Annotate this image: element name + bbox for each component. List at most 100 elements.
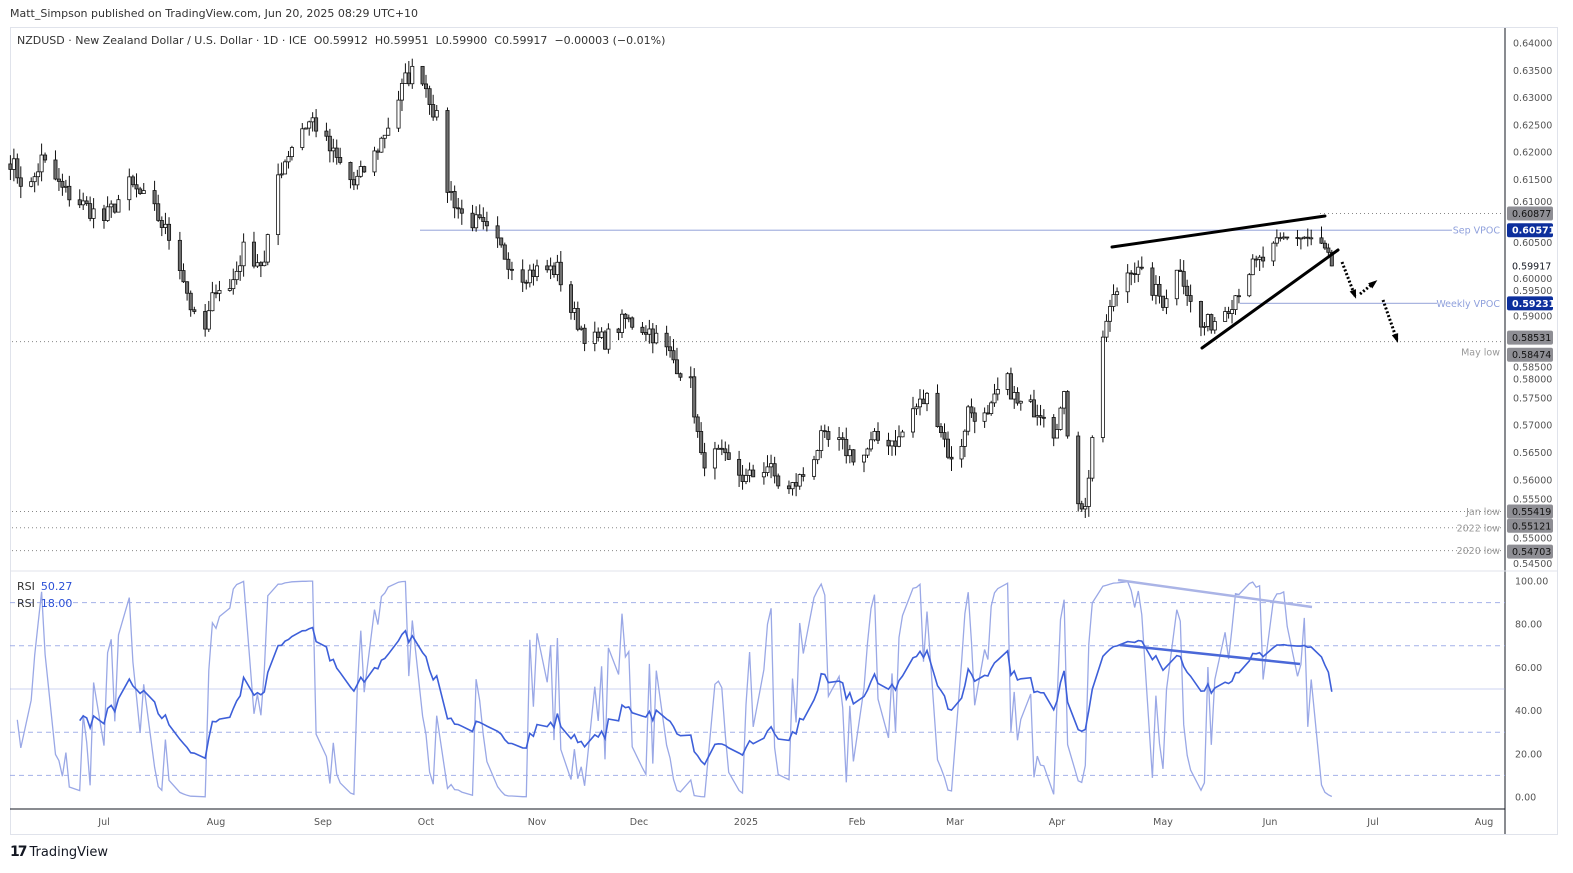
rsi-label: RSI bbox=[17, 597, 35, 610]
candle bbox=[812, 455, 817, 480]
tradingview-logo[interactable]: 17 TradingView bbox=[10, 844, 108, 860]
ohlc-open: O0.59912 bbox=[313, 34, 368, 47]
candle bbox=[203, 304, 208, 337]
candle-body bbox=[206, 310, 211, 330]
candle-body bbox=[509, 268, 514, 271]
candle bbox=[1278, 232, 1283, 242]
time-tick-label: Dec bbox=[630, 817, 648, 828]
candle bbox=[1174, 269, 1179, 306]
candle bbox=[851, 449, 856, 466]
arrowhead-icon bbox=[1349, 289, 1357, 299]
candle-body bbox=[1202, 326, 1207, 328]
candle-body bbox=[1247, 274, 1252, 297]
candle bbox=[1254, 255, 1259, 268]
candle-body bbox=[647, 328, 652, 335]
candle bbox=[616, 327, 621, 341]
price-tick-label: 0.58000 bbox=[1513, 375, 1552, 386]
candle-body bbox=[535, 265, 540, 277]
ohlc-close: C0.59917 bbox=[494, 34, 548, 47]
candle bbox=[1136, 260, 1141, 283]
candle-body bbox=[456, 207, 461, 210]
candle bbox=[862, 454, 867, 473]
candle-body bbox=[558, 261, 563, 286]
candle bbox=[989, 400, 994, 416]
candle bbox=[1230, 299, 1235, 324]
candle bbox=[569, 280, 574, 320]
candle bbox=[650, 323, 655, 354]
candle-body bbox=[1319, 237, 1324, 244]
candle bbox=[837, 426, 842, 451]
candle bbox=[1202, 322, 1207, 336]
candle-body bbox=[251, 241, 256, 267]
candle-body bbox=[1083, 506, 1088, 510]
candle-body bbox=[81, 200, 86, 206]
candle-body bbox=[1285, 236, 1290, 239]
candle bbox=[668, 336, 673, 358]
candle bbox=[420, 65, 425, 87]
candle bbox=[520, 259, 525, 293]
candle-body bbox=[1041, 416, 1046, 419]
rsi-legend-slow[interactable]: RSI 50.27 bbox=[17, 580, 72, 593]
candle-body bbox=[477, 214, 482, 218]
candle-body bbox=[692, 376, 697, 418]
candle-body bbox=[134, 184, 139, 190]
candle-body bbox=[1257, 256, 1262, 260]
candle-body bbox=[914, 406, 919, 410]
candle-body bbox=[949, 456, 954, 460]
candle bbox=[452, 185, 457, 219]
time-tick-label: 2025 bbox=[734, 817, 758, 828]
candle bbox=[1161, 295, 1166, 311]
candle bbox=[81, 192, 86, 211]
rsi-legend-fast[interactable]: RSI 18.00 bbox=[17, 597, 72, 610]
candle-body bbox=[897, 436, 902, 447]
candle bbox=[1185, 279, 1190, 306]
candle bbox=[918, 389, 923, 416]
candle-body bbox=[470, 212, 475, 229]
candle bbox=[327, 128, 332, 163]
price-tick-label: 0.55000 bbox=[1513, 533, 1552, 544]
candle bbox=[969, 398, 974, 418]
candle-body bbox=[327, 135, 332, 152]
candle-body bbox=[1250, 258, 1255, 276]
candle bbox=[844, 427, 849, 464]
publisher-line: Matt_Simpson published on TradingView.co… bbox=[10, 7, 419, 20]
candle bbox=[53, 150, 58, 181]
candle bbox=[262, 250, 267, 267]
candle-body bbox=[362, 166, 367, 173]
candle bbox=[911, 396, 916, 438]
candle-body bbox=[872, 431, 877, 441]
candle bbox=[307, 120, 312, 136]
candle-body bbox=[552, 265, 557, 275]
candle-body bbox=[91, 208, 96, 219]
wedge-lower-trendline bbox=[1200, 248, 1340, 350]
candle-body bbox=[851, 449, 856, 463]
candle bbox=[1031, 389, 1036, 418]
candle bbox=[893, 430, 898, 456]
candle-body bbox=[969, 406, 974, 414]
candle-body bbox=[972, 412, 977, 422]
candle bbox=[185, 281, 190, 301]
candle-body bbox=[127, 176, 132, 201]
candle bbox=[192, 306, 197, 315]
candle bbox=[797, 473, 802, 490]
candle-body bbox=[1125, 272, 1130, 293]
symbol-name[interactable]: NZDUSD · New Zealand Dollar / U.S. Dolla… bbox=[17, 34, 307, 47]
candle bbox=[599, 327, 604, 339]
candle-body bbox=[1274, 237, 1279, 244]
candle bbox=[227, 278, 232, 292]
candle bbox=[1076, 431, 1081, 512]
candle-body bbox=[338, 157, 343, 163]
candle bbox=[286, 150, 291, 169]
candle bbox=[772, 456, 777, 484]
candle-body bbox=[427, 88, 432, 105]
candle bbox=[949, 446, 954, 471]
candle bbox=[620, 309, 625, 339]
candle-body bbox=[623, 313, 628, 319]
price-tick-label: 0.55500 bbox=[1513, 495, 1552, 506]
level-label: May low bbox=[1461, 348, 1500, 359]
candle bbox=[362, 165, 367, 173]
candle bbox=[283, 159, 288, 175]
candle bbox=[502, 242, 507, 260]
rsi-tick-label: 20.00 bbox=[1515, 749, 1542, 760]
